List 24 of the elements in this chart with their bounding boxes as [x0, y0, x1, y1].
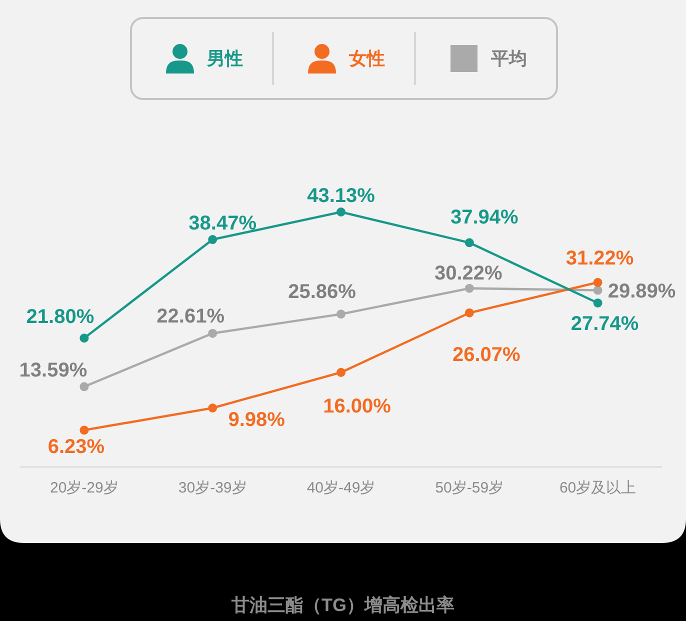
data-label: 38.47%: [188, 212, 257, 235]
data-label: 43.13%: [307, 185, 375, 207]
x-tick-label: 40岁-49岁: [306, 480, 376, 496]
x-tick-label: 50岁-59岁: [435, 480, 504, 496]
data-label: 25.86%: [288, 281, 356, 304]
legend-label: 男性: [207, 48, 243, 68]
legend-label: 平均: [491, 48, 527, 68]
title: 甘油三酯（TG）增高检出率: [232, 595, 454, 615]
data-label: 22.61%: [156, 305, 225, 328]
data-label: 26.07%: [452, 344, 520, 366]
data-label: 13.59%: [19, 360, 88, 382]
data-label: 37.94%: [450, 206, 518, 229]
x-tick-label: 60岁及以上: [559, 480, 636, 496]
data-label: 16.00%: [323, 395, 391, 418]
data-label: 6.23%: [48, 436, 105, 458]
data-label: 30.22%: [434, 262, 502, 284]
data-label: 9.98%: [228, 409, 285, 431]
x-tick-label: 30岁-39岁: [178, 480, 247, 496]
legend-label: 女性: [349, 48, 385, 68]
data-label: 27.74%: [570, 313, 639, 335]
x-tick-label: 20岁-29岁: [50, 480, 118, 496]
data-label: 21.80%: [26, 306, 94, 328]
data-label: 31.22%: [566, 247, 634, 270]
data-label: 29.89%: [608, 280, 676, 302]
